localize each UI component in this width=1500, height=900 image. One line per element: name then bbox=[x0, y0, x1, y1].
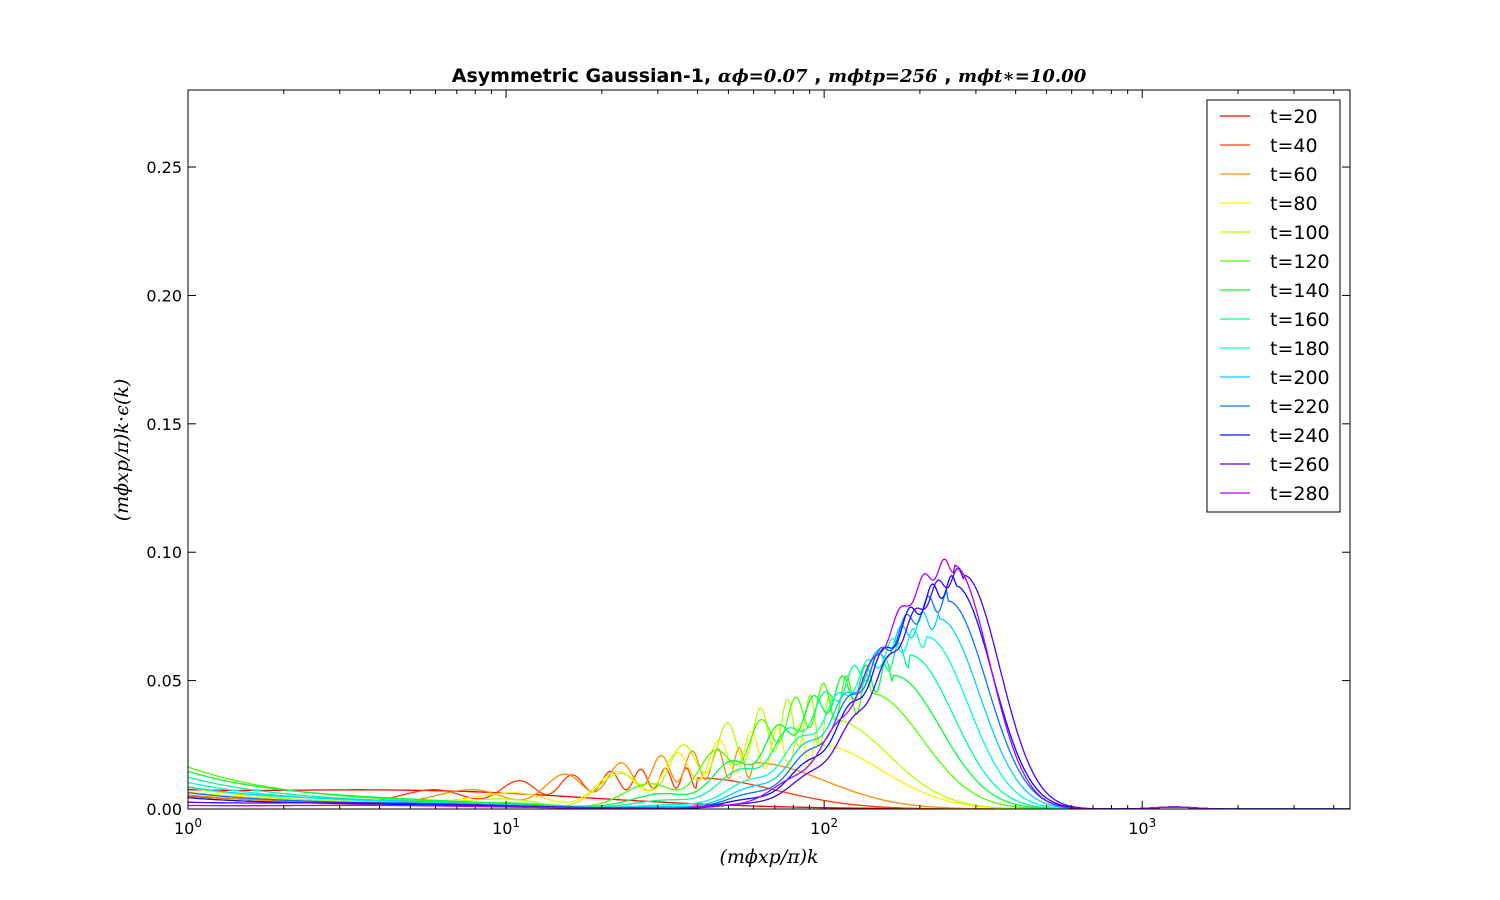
plot-area bbox=[188, 558, 1350, 809]
x-tick-label: 101 bbox=[492, 816, 520, 838]
series-line-t-260 bbox=[188, 567, 1350, 809]
chart-title-tstar: mϕt∗=10.00 bbox=[958, 66, 1087, 87]
legend-label: t=240 bbox=[1270, 425, 1330, 447]
series-line-t-200 bbox=[188, 611, 1350, 809]
plot-frame bbox=[187, 89, 1351, 810]
series-line-t-220 bbox=[188, 588, 1350, 809]
legend: t=20 t=40 t=60 t=80 t=100 t=120 t=140 t=160 t=18… bbox=[1206, 99, 1341, 513]
x-axis-label: (mϕxp/π)k bbox=[719, 846, 818, 868]
chart-title-tp: mϕtp=256 bbox=[828, 66, 938, 87]
legend-box bbox=[1206, 99, 1341, 513]
legend-label: t=180 bbox=[1270, 338, 1330, 360]
x-tick-label: 103 bbox=[1128, 816, 1156, 838]
x-axis: 100 101 102 103 bbox=[174, 90, 1335, 838]
chart-title-alpha: αϕ=0.07 bbox=[718, 66, 808, 87]
y-tick-label: 0.25 bbox=[146, 158, 182, 177]
legend-label: t=40 bbox=[1270, 135, 1318, 157]
legend-label: t=280 bbox=[1270, 483, 1330, 505]
chart-title-bold: Asymmetric Gaussian-1, bbox=[452, 65, 711, 87]
legend-label: t=20 bbox=[1270, 106, 1318, 128]
legend-label: t=160 bbox=[1270, 309, 1330, 331]
y-tick-label: 0.05 bbox=[146, 672, 182, 691]
legend-label: t=260 bbox=[1270, 454, 1330, 476]
legend-label: t=60 bbox=[1270, 164, 1318, 186]
y-axis: 0.00 0.05 0.10 0.15 0.20 0.25 bbox=[146, 158, 1350, 819]
legend-label: t=200 bbox=[1270, 367, 1330, 389]
x-tick-label: 102 bbox=[810, 816, 838, 838]
legend-label: t=100 bbox=[1270, 222, 1330, 244]
legend-label: t=220 bbox=[1270, 396, 1330, 418]
y-axis-label: (mϕxp/π)k⋅ϵ(k) bbox=[111, 379, 133, 522]
series-line-t-280 bbox=[188, 558, 1350, 809]
series-line-t-160 bbox=[188, 642, 1350, 809]
y-tick-label: 0.20 bbox=[146, 286, 182, 305]
y-tick-label: 0.10 bbox=[146, 543, 182, 562]
y-tick-label: 0.00 bbox=[146, 800, 182, 819]
chart-title-comma-2: , bbox=[944, 65, 951, 87]
x-tick-label: 100 bbox=[174, 816, 202, 838]
legend-label: t=120 bbox=[1270, 251, 1330, 273]
chart-title-comma-1: , bbox=[814, 65, 821, 87]
legend-label: t=80 bbox=[1270, 193, 1318, 215]
legend-label: t=140 bbox=[1270, 280, 1330, 302]
chart-title: Asymmetric Gaussian-1, αϕ=0.07 , mϕtp=25… bbox=[452, 65, 1087, 87]
y-tick-label: 0.15 bbox=[146, 415, 182, 434]
